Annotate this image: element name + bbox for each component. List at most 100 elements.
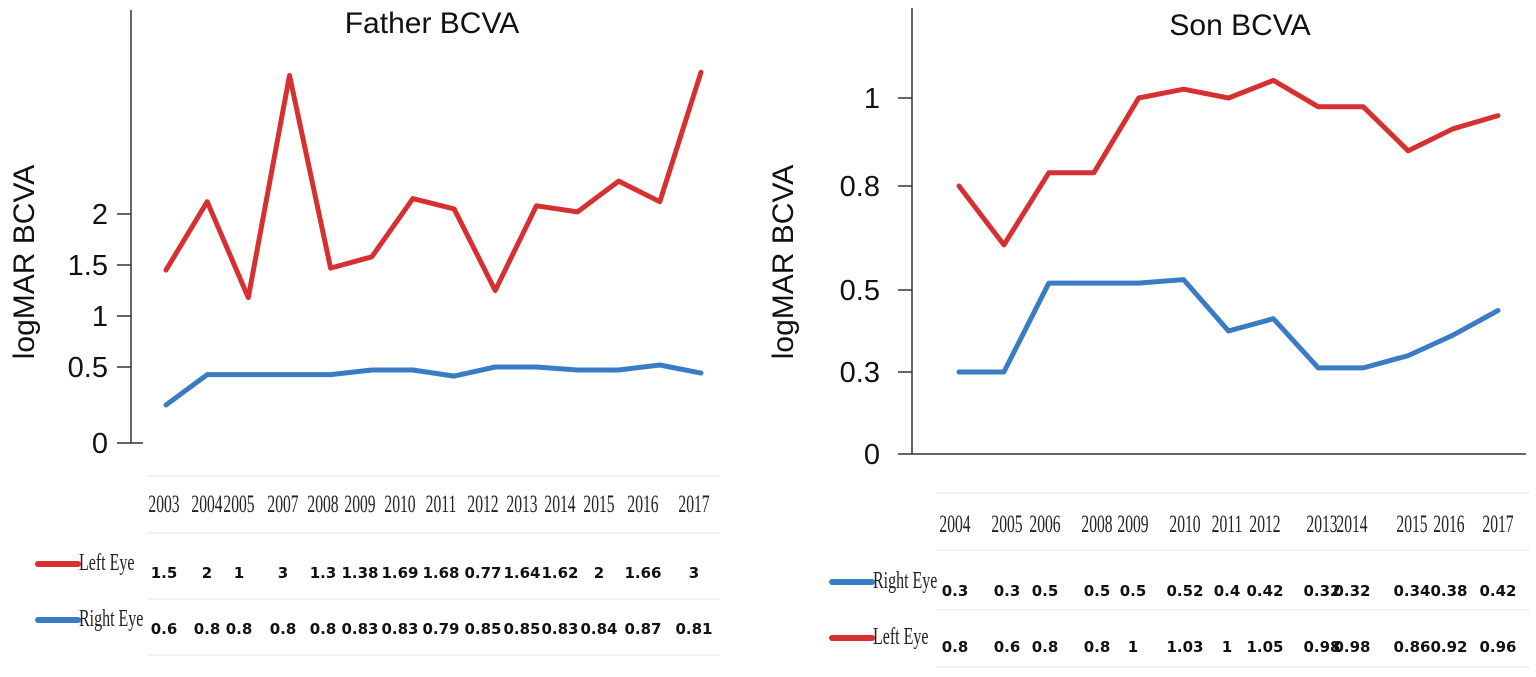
legend-label-left-eye: Left Eye bbox=[79, 550, 134, 576]
table-cell-value: 0.85 bbox=[503, 620, 540, 638]
table-cell-value: 0.34 bbox=[1393, 582, 1430, 600]
table-cell-value: 0.4 bbox=[1214, 582, 1241, 600]
table-cell-value: 0.42 bbox=[1246, 582, 1283, 600]
table-cell-value: 0.8 bbox=[270, 620, 297, 638]
x-tick-label: 2009 bbox=[344, 489, 375, 518]
legend-label-right-eye: Right Eye bbox=[873, 568, 937, 594]
table-cell-value: 0.32 bbox=[1333, 582, 1370, 600]
table-cell-value: 0.87 bbox=[624, 620, 661, 638]
x-tick-label: 2014 bbox=[1336, 509, 1368, 538]
table-cell-value: 1.66 bbox=[624, 564, 661, 582]
table-cell-value: 0.77 bbox=[464, 564, 501, 582]
table-cell-value: 1.03 bbox=[1166, 638, 1203, 656]
x-tick-label: 2014 bbox=[544, 489, 576, 518]
x-tick-label: 2004 bbox=[939, 509, 971, 538]
y-axis-label: logMAR BCVA bbox=[8, 165, 41, 360]
x-tick-label: 2012 bbox=[467, 489, 498, 518]
x-tick-label: 2011 bbox=[1212, 509, 1243, 538]
x-tick-label: 2005 bbox=[223, 489, 254, 518]
series-line-left-eye bbox=[956, 77, 1501, 248]
table-cell-value: 1 bbox=[1128, 638, 1138, 656]
x-tick-label: 2016 bbox=[627, 489, 658, 518]
x-tick-label: 2008 bbox=[1081, 509, 1112, 538]
series-line-left-eye bbox=[163, 69, 704, 301]
x-tick-label: 2009 bbox=[1117, 509, 1148, 538]
x-tick-label: 2015 bbox=[583, 489, 614, 518]
x-tick-label: 2017 bbox=[1482, 509, 1513, 538]
table-cell-value: 0.52 bbox=[1166, 582, 1203, 600]
table-cell-value: 1.05 bbox=[1246, 638, 1283, 656]
table-cell-value: 1 bbox=[234, 564, 244, 582]
table-cell-value: 2 bbox=[594, 564, 604, 582]
table-cell-value: 0.6 bbox=[994, 638, 1021, 656]
table-cell-value: 0.8 bbox=[1084, 638, 1111, 656]
series-line-right-eye bbox=[163, 362, 704, 408]
chart-title: Father BCVA bbox=[345, 7, 520, 40]
table-cell-value: 3 bbox=[278, 564, 288, 582]
x-tick-label: 2012 bbox=[1249, 509, 1280, 538]
table-cell-value: 0.92 bbox=[1430, 638, 1467, 656]
table-cell-value: 1.68 bbox=[422, 564, 459, 582]
x-tick-label: 2017 bbox=[678, 489, 709, 518]
series-line-right-eye bbox=[956, 277, 1501, 375]
y-tick-label: 0.5 bbox=[68, 352, 108, 384]
table-cell-value: 0.5 bbox=[1084, 582, 1111, 600]
legend-label-right-eye: Right Eye bbox=[79, 606, 143, 632]
y-tick-label: 1 bbox=[864, 83, 880, 115]
table-cell-value: 1.3 bbox=[310, 564, 337, 582]
x-tick-label: 2004 bbox=[191, 489, 223, 518]
table-cell-value: 0.83 bbox=[541, 620, 578, 638]
y-tick-label: 0 bbox=[92, 428, 108, 460]
table-cell-value: 0.86 bbox=[1393, 638, 1430, 656]
table-cell-value: 0.32 bbox=[1303, 582, 1340, 600]
table-cell-value: 0.3 bbox=[942, 582, 969, 600]
y-tick-label: 0 bbox=[864, 439, 880, 471]
x-tick-label: 2008 bbox=[307, 489, 338, 518]
table-cell-value: 0.98 bbox=[1333, 638, 1370, 656]
table-cell-value: 2 bbox=[202, 564, 212, 582]
y-tick-label: 0.5 bbox=[840, 275, 880, 307]
chart-title: Son BCVA bbox=[1169, 9, 1310, 42]
table-cell-value: 1.38 bbox=[341, 564, 378, 582]
table-cell-value: 0.83 bbox=[341, 620, 378, 638]
table-cell-value: 0.3 bbox=[994, 582, 1021, 600]
table-cell-value: 0.8 bbox=[226, 620, 253, 638]
y-tick-label: 1.5 bbox=[68, 250, 108, 282]
table-cell-value: 0.85 bbox=[464, 620, 501, 638]
x-tick-label: 2005 bbox=[991, 509, 1022, 538]
table-cell-value: 0.8 bbox=[1032, 638, 1059, 656]
table-cell-value: 0.38 bbox=[1430, 582, 1467, 600]
table-cell-value: 1 bbox=[1222, 638, 1232, 656]
y-axis-label: logMAR BCVA bbox=[767, 165, 800, 360]
table-cell-value: 1.69 bbox=[381, 564, 418, 582]
table-cell-value: 0.84 bbox=[580, 620, 617, 638]
table-cell-value: 0.83 bbox=[381, 620, 418, 638]
x-tick-label: 2003 bbox=[148, 489, 179, 518]
table-cell-value: 0.98 bbox=[1303, 638, 1340, 656]
table-cell-value: 0.8 bbox=[194, 620, 221, 638]
table-cell-value: 0.81 bbox=[675, 620, 712, 638]
x-tick-label: 2013 bbox=[1306, 509, 1337, 538]
legend-label-left-eye: Left Eye bbox=[873, 624, 928, 650]
table-cell-value: 3 bbox=[689, 564, 699, 582]
y-tick-label: 0.3 bbox=[840, 357, 880, 389]
y-tick-label: 0.8 bbox=[840, 171, 880, 203]
table-cell-value: 0.79 bbox=[422, 620, 459, 638]
y-tick-label: 2 bbox=[92, 199, 108, 231]
table-cell-value: 0.5 bbox=[1032, 582, 1059, 600]
x-tick-label: 2010 bbox=[384, 489, 415, 518]
x-tick-label: 2013 bbox=[506, 489, 537, 518]
table-cell-value: 0.6 bbox=[151, 620, 178, 638]
table-cell-value: 0.96 bbox=[1479, 638, 1516, 656]
table-cell-value: 0.42 bbox=[1479, 582, 1516, 600]
y-tick-label: 1 bbox=[92, 301, 108, 333]
x-tick-label: 2016 bbox=[1433, 509, 1464, 538]
x-tick-label: 2010 bbox=[1169, 509, 1200, 538]
table-cell-value: 0.8 bbox=[942, 638, 969, 656]
x-tick-label: 2007 bbox=[267, 489, 298, 518]
table-cell-value: 1.64 bbox=[503, 564, 540, 582]
x-tick-label: 2006 bbox=[1029, 509, 1060, 538]
